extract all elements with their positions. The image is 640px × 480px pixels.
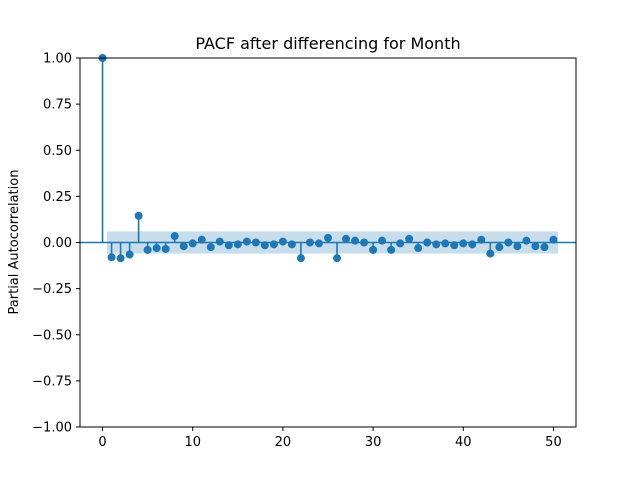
data-point bbox=[260, 241, 269, 250]
data-point bbox=[477, 235, 486, 244]
y-tick-label: −0.75 bbox=[32, 374, 72, 389]
data-point bbox=[540, 243, 549, 252]
data-point bbox=[107, 253, 116, 262]
data-point bbox=[152, 244, 161, 253]
data-point bbox=[432, 240, 441, 249]
data-point bbox=[450, 241, 459, 250]
data-point bbox=[360, 238, 369, 247]
y-tick-label: 0.75 bbox=[43, 98, 72, 113]
data-point bbox=[378, 236, 387, 245]
data-point bbox=[495, 243, 504, 252]
data-point bbox=[269, 240, 278, 249]
data-point bbox=[405, 234, 414, 243]
y-tick-label: −1.00 bbox=[32, 421, 72, 436]
x-axis: 0 10 20 30 40 50 bbox=[98, 427, 562, 450]
x-tick-label: 10 bbox=[184, 435, 201, 450]
x-tick-label: 50 bbox=[545, 435, 562, 450]
data-point bbox=[314, 239, 323, 248]
data-point bbox=[188, 239, 197, 248]
data-point bbox=[396, 239, 405, 248]
data-point bbox=[324, 233, 332, 242]
data-point bbox=[251, 238, 260, 247]
y-axis: −1.00 −0.75 −0.50 −0.25 0.00 0.25 0.50 0.75 1.00 bbox=[32, 52, 80, 436]
chart-title: PACF after differencing for Month bbox=[195, 34, 460, 53]
data-point bbox=[531, 242, 540, 251]
data-point bbox=[287, 240, 296, 249]
x-tick-label: 0 bbox=[98, 435, 106, 450]
data-point bbox=[441, 239, 450, 248]
data-point bbox=[134, 211, 143, 220]
x-tick-label: 30 bbox=[365, 435, 382, 450]
y-tick-label: −0.50 bbox=[32, 328, 72, 343]
y-tick-label: 1.00 bbox=[43, 52, 72, 67]
y-axis-label: Partial Autocorrelation bbox=[7, 170, 22, 315]
data-point bbox=[161, 244, 170, 253]
data-point bbox=[504, 238, 513, 247]
x-tick-label: 20 bbox=[275, 435, 292, 450]
data-point bbox=[233, 240, 242, 249]
y-tick-label: 0.00 bbox=[43, 236, 72, 251]
plot-area bbox=[80, 54, 576, 263]
data-point bbox=[116, 254, 125, 263]
data-point bbox=[206, 243, 215, 252]
data-point bbox=[486, 249, 495, 258]
data-point bbox=[333, 254, 342, 263]
data-point bbox=[278, 237, 287, 246]
y-tick-label: 0.25 bbox=[43, 190, 72, 205]
data-point bbox=[513, 242, 522, 251]
data-point bbox=[197, 235, 206, 244]
data-point bbox=[305, 238, 314, 247]
data-point bbox=[414, 244, 423, 253]
data-point bbox=[459, 239, 468, 248]
data-point bbox=[351, 236, 360, 245]
data-point bbox=[143, 245, 152, 254]
y-tick-label: −0.25 bbox=[32, 282, 72, 297]
data-point bbox=[342, 234, 351, 243]
data-point bbox=[423, 238, 432, 247]
data-point bbox=[549, 235, 558, 244]
data-point bbox=[179, 242, 188, 251]
data-point bbox=[369, 245, 378, 254]
data-point bbox=[125, 250, 134, 259]
data-point bbox=[242, 237, 251, 246]
data-point bbox=[215, 237, 224, 246]
data-point bbox=[170, 232, 179, 241]
x-tick-label: 40 bbox=[455, 435, 472, 450]
y-tick-label: 0.50 bbox=[43, 144, 72, 159]
data-point bbox=[387, 245, 396, 254]
data-point bbox=[296, 254, 305, 263]
data-point bbox=[468, 240, 477, 249]
data-point bbox=[224, 241, 233, 250]
data-point bbox=[522, 236, 531, 245]
